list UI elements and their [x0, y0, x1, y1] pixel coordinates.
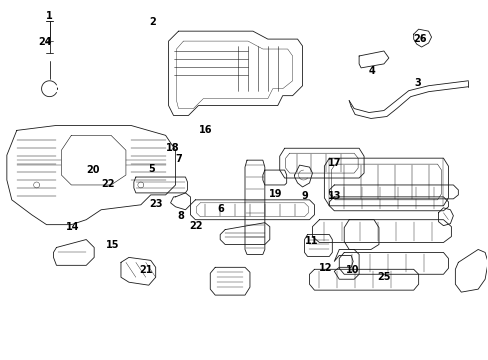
Text: 5: 5	[148, 164, 154, 174]
Text: 17: 17	[327, 158, 340, 168]
Text: 3: 3	[414, 78, 421, 88]
Text: 11: 11	[304, 237, 318, 247]
Text: 21: 21	[140, 265, 153, 275]
Text: 4: 4	[367, 66, 374, 76]
Text: 19: 19	[269, 189, 282, 199]
Text: 16: 16	[199, 125, 212, 135]
Text: 22: 22	[189, 221, 203, 231]
Text: 24: 24	[38, 37, 51, 48]
Text: 8: 8	[177, 211, 183, 221]
Text: 10: 10	[345, 265, 358, 275]
Text: 14: 14	[65, 222, 79, 232]
Text: 26: 26	[412, 34, 426, 44]
Text: 22: 22	[101, 179, 114, 189]
Text: 23: 23	[149, 199, 163, 209]
Text: 6: 6	[217, 204, 224, 214]
Text: 20: 20	[86, 165, 100, 175]
Text: 1: 1	[46, 12, 53, 21]
Text: 7: 7	[175, 154, 182, 163]
Text: 12: 12	[319, 262, 332, 273]
Text: 13: 13	[327, 191, 340, 201]
Text: 2: 2	[149, 17, 155, 27]
Text: 9: 9	[301, 191, 308, 201]
Text: 18: 18	[165, 143, 179, 153]
Text: 15: 15	[105, 240, 119, 250]
Text: 25: 25	[377, 272, 390, 282]
